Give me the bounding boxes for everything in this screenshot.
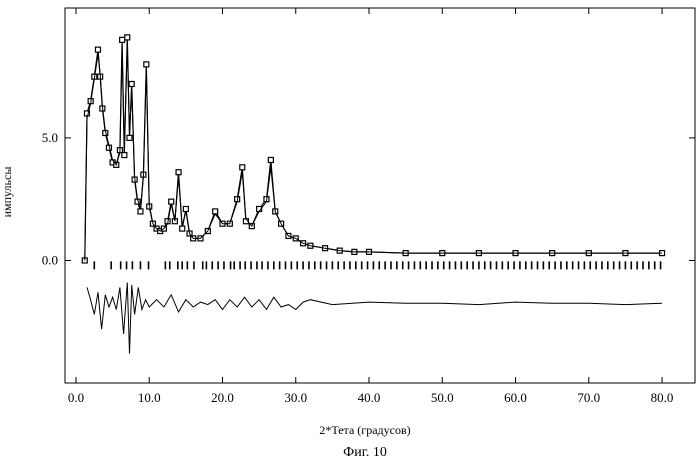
observed-point bbox=[127, 135, 132, 140]
calculated-curve bbox=[85, 45, 662, 261]
observed-point bbox=[240, 165, 245, 170]
observed-point bbox=[268, 157, 273, 162]
x-tick-label: 70.0 bbox=[577, 390, 600, 405]
x-tick-label: 0.0 bbox=[68, 390, 84, 405]
x-tick-label: 80.0 bbox=[651, 390, 674, 405]
x-tick-label: 10.0 bbox=[138, 390, 161, 405]
observed-point bbox=[125, 35, 130, 40]
x-tick-label: 40.0 bbox=[358, 390, 381, 405]
difference-curve bbox=[87, 283, 662, 354]
series-layer bbox=[82, 35, 664, 354]
observed-point bbox=[169, 199, 174, 204]
observed-point bbox=[122, 153, 127, 158]
x-axis-title: 2*Тета (градусов) bbox=[319, 423, 410, 437]
observed-point bbox=[180, 226, 185, 231]
y-axis-title: импульсы bbox=[0, 167, 14, 218]
observed-series-line bbox=[85, 37, 662, 260]
y-tick-label: 0.0 bbox=[42, 252, 58, 267]
figure-caption: Фиг. 10 bbox=[343, 445, 387, 460]
observed-point bbox=[176, 170, 181, 175]
y-tick-label: 5.0 bbox=[42, 130, 58, 145]
observed-point bbox=[120, 37, 125, 42]
plot-frame bbox=[65, 8, 695, 383]
x-tick-label: 50.0 bbox=[431, 390, 454, 405]
x-tick-label: 20.0 bbox=[211, 390, 234, 405]
observed-point bbox=[129, 81, 134, 86]
x-tick-label: 30.0 bbox=[284, 390, 307, 405]
reflection-marks bbox=[94, 261, 660, 269]
x-tick-label: 60.0 bbox=[504, 390, 527, 405]
observed-point bbox=[183, 206, 188, 211]
observed-point bbox=[144, 62, 149, 67]
x-axis-ticks: 0.0 10.0 20.0 30.0 40.0 50.0 60.0 70.0 80.0 bbox=[68, 8, 674, 405]
observed-point bbox=[95, 47, 100, 52]
observed-point bbox=[138, 209, 143, 214]
